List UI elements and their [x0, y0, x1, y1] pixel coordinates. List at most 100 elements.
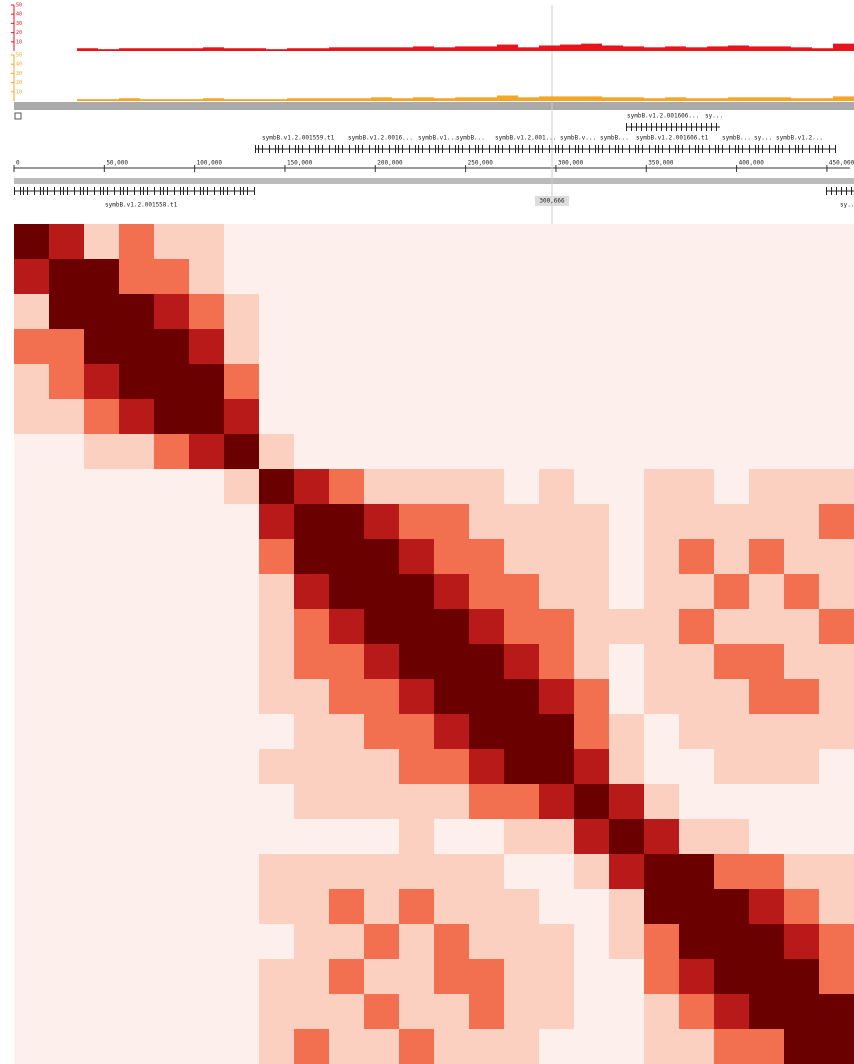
exon: [183, 187, 184, 195]
heatmap-cell: [294, 329, 330, 365]
heatmap-cell: [49, 924, 85, 960]
coverage-bar: [770, 46, 791, 51]
heatmap-cell: [504, 259, 540, 295]
heatmap-cell: [644, 434, 680, 470]
gene-label: symbB.v1.2.001559.t1: [262, 135, 335, 142]
heatmap-cell: [154, 994, 190, 1030]
ruler-label: 300,000: [558, 160, 584, 167]
heatmap-cell: [14, 889, 50, 925]
coverage-bar: [812, 48, 833, 51]
heatmap-cell: [224, 399, 260, 435]
exon: [702, 145, 703, 153]
exon: [60, 187, 61, 195]
heatmap-cell: [609, 609, 645, 645]
exon: [402, 145, 403, 153]
coverage-bar: [224, 48, 245, 51]
exon: [395, 145, 396, 153]
coverage-bar: [371, 47, 392, 51]
heatmap-cell: [294, 399, 330, 435]
heatmap-cell: [504, 434, 540, 470]
coverage-bar: [224, 99, 245, 101]
heatmap-cell: [329, 644, 365, 680]
heatmap-cell: [714, 1029, 750, 1064]
exon: [160, 187, 161, 195]
heatmap-cell: [329, 329, 365, 365]
heatmap-cell: [84, 399, 120, 435]
heatmap-cell: [84, 434, 120, 470]
heatmap-cell: [119, 224, 155, 260]
exon: [187, 187, 188, 195]
heatmap-cell: [14, 924, 50, 960]
heatmap-cell: [784, 329, 820, 365]
exon: [338, 145, 339, 153]
heatmap-cell: [504, 469, 540, 505]
heatmap-cell: [154, 294, 190, 330]
heatmap-cell: [84, 469, 120, 505]
heatmap-cell: [329, 714, 365, 750]
exon: [227, 187, 228, 195]
heatmap-cell: [714, 819, 750, 855]
exon: [362, 145, 363, 153]
heatmap-cell: [224, 714, 260, 750]
y-tick-label: 50: [16, 3, 22, 9]
heatmap-cell: [84, 294, 120, 330]
heatmap-cell: [504, 1029, 540, 1064]
heatmap-cell: [714, 504, 750, 540]
heatmap-cell: [259, 259, 295, 295]
coverage-bar: [812, 98, 833, 101]
heatmap-cell: [679, 609, 715, 645]
heatmap-cell: [644, 609, 680, 645]
heatmap-cell: [574, 504, 610, 540]
heatmap-cell: [259, 784, 295, 820]
coverage-bar: [434, 98, 455, 101]
heatmap-cell: [539, 854, 575, 890]
heatmap-cell: [84, 329, 120, 365]
heatmap-cell: [154, 469, 190, 505]
gene-label: symbB.v1.2.001...: [495, 135, 556, 142]
coverage-bar: [749, 46, 770, 51]
heatmap-cell: [154, 224, 190, 260]
heatmap-cell: [119, 364, 155, 400]
heatmap-cell: [784, 784, 820, 820]
heatmap-cell: [329, 294, 365, 330]
heatmap-cell: [469, 644, 505, 680]
exon: [676, 123, 677, 131]
heatmap-cell: [504, 959, 540, 995]
heatmap-cell: [749, 784, 785, 820]
exon: [435, 145, 436, 153]
heatmap-cell: [364, 819, 400, 855]
exon: [836, 187, 837, 195]
heatmap-cell: [259, 644, 295, 680]
heatmap-cell: [259, 1029, 295, 1064]
heatmap-cell: [119, 434, 155, 470]
coverage-bar: [266, 99, 287, 101]
heatmap-cell: [609, 294, 645, 330]
heatmap-cell: [504, 749, 540, 785]
heatmap-cell: [574, 259, 610, 295]
exon: [818, 145, 819, 153]
heatmap-cell: [749, 329, 785, 365]
exon: [681, 123, 682, 131]
collapse-button[interactable]: [14, 112, 22, 120]
exon: [214, 187, 215, 195]
heatmap-cell: [49, 679, 85, 715]
gene-label: sy...: [840, 202, 854, 209]
heatmap-cell: [469, 924, 505, 960]
exon: [555, 145, 556, 153]
exon: [502, 145, 503, 153]
heatmap-cell: [504, 784, 540, 820]
gene-label: sy...: [754, 135, 772, 142]
exon: [355, 145, 356, 153]
heatmap-cell: [49, 644, 85, 680]
heatmap-cell: [819, 679, 854, 715]
heatmap-cell: [609, 994, 645, 1030]
heatmap-cell: [259, 399, 295, 435]
heatmap-cell: [189, 399, 225, 435]
heatmap-cell: [434, 259, 470, 295]
heatmap-cell: [84, 889, 120, 925]
ruler-label: 400,000: [739, 160, 765, 167]
heatmap-cell: [819, 749, 854, 785]
heatmap-cell: [84, 364, 120, 400]
heatmap-cell: [749, 399, 785, 435]
heatmap-cell: [504, 399, 540, 435]
